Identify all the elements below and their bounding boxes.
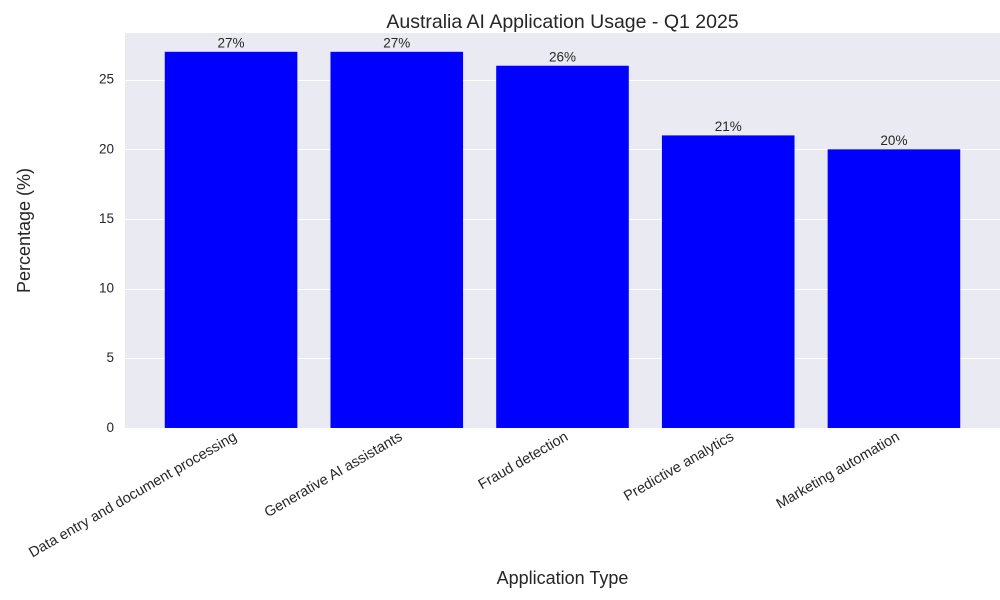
svg-text:5: 5 <box>106 350 114 365</box>
svg-text:20%: 20% <box>880 133 907 148</box>
svg-text:Percentage (%): Percentage (%) <box>14 168 34 293</box>
svg-text:Generative AI assistants: Generative AI assistants <box>262 429 405 521</box>
svg-text:21%: 21% <box>715 119 742 134</box>
svg-text:Fraud detection: Fraud detection <box>476 429 571 493</box>
svg-text:27%: 27% <box>383 36 410 51</box>
svg-text:Marketing automation: Marketing automation <box>774 429 903 513</box>
svg-text:0: 0 <box>106 420 114 435</box>
svg-text:25: 25 <box>99 72 114 87</box>
svg-text:Predictive analytics: Predictive analytics <box>621 429 736 505</box>
svg-text:26%: 26% <box>549 49 576 64</box>
svg-text:15: 15 <box>99 211 114 226</box>
svg-text:Data entry and document proces: Data entry and document processing <box>26 429 239 561</box>
svg-text:20: 20 <box>99 141 114 156</box>
svg-text:10: 10 <box>99 281 114 296</box>
svg-text:27%: 27% <box>218 36 245 51</box>
